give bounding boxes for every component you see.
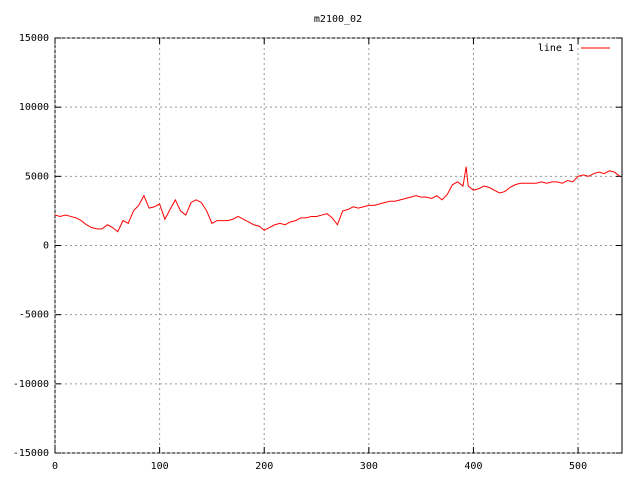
x-tick-label: 100 xyxy=(151,461,169,472)
x-tick-label: 200 xyxy=(255,461,273,472)
legend-label: line 1 xyxy=(538,43,574,54)
data-line xyxy=(54,166,621,233)
x-tick-label: 400 xyxy=(464,461,482,472)
y-tick-label: -15000 xyxy=(13,448,49,459)
y-tick-label: 15000 xyxy=(19,33,49,44)
chart-title: m2100_02 xyxy=(314,14,362,25)
x-tick-label: 500 xyxy=(569,461,587,472)
y-tick-label: 0 xyxy=(43,241,49,252)
y-tick-label: -10000 xyxy=(13,379,49,390)
y-tick-label: 5000 xyxy=(25,171,49,182)
y-tick-label: 10000 xyxy=(19,102,49,113)
x-tick-label: 0 xyxy=(52,461,58,472)
x-tick-label: 300 xyxy=(360,461,378,472)
y-tick-label: -5000 xyxy=(19,310,49,321)
